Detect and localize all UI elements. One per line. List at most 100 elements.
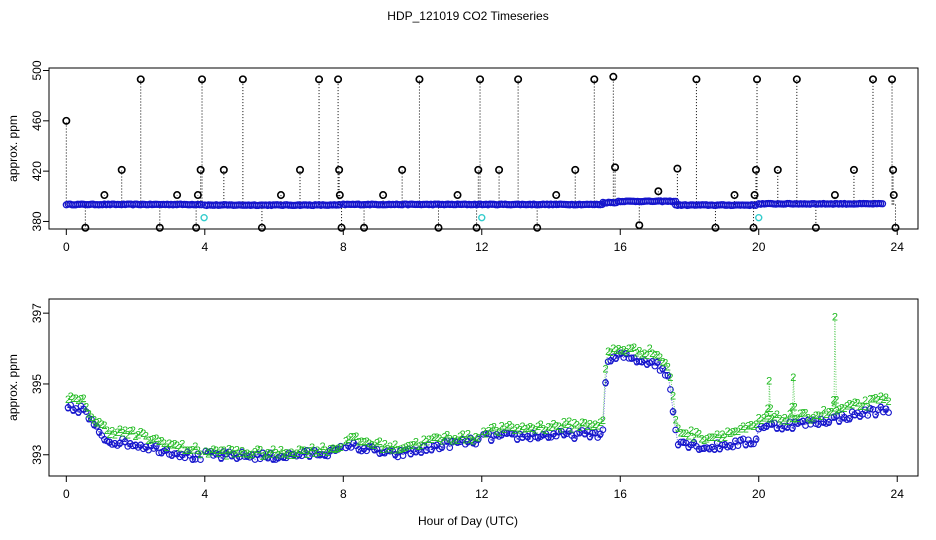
bottom-series-2-marker: 2: [314, 445, 320, 457]
bottom-series-2-marker: 2: [880, 394, 886, 406]
bottom-series-2-marker: 2: [405, 440, 411, 452]
bottom-series-2-marker: 2: [631, 342, 637, 354]
top-outlier-point: [155, 223, 164, 232]
bottom-series-3-point: [867, 405, 874, 413]
bottom-series-2-marker: 2: [730, 426, 736, 438]
bottom-series-2-marker: 2: [75, 395, 81, 407]
bottom-series-2-marker: 2: [647, 343, 653, 355]
bottom-series-2-marker: 2: [834, 405, 840, 417]
bottom-series-3-marker: 3: [789, 423, 795, 435]
bottom-series-2-marker: 2: [73, 393, 79, 405]
bottom-series-2-marker: 2: [652, 350, 658, 362]
bottom-series-2-marker: 2: [665, 362, 671, 374]
bottom-series-2-marker: 2: [792, 413, 798, 425]
bottom-series-2-marker: 2: [875, 394, 881, 406]
top-outlier-point: [552, 191, 561, 200]
bottom-series-3-marker: 3: [602, 378, 608, 390]
bottom-series-3-marker: 3: [815, 419, 821, 431]
bottom-series-3-marker: 3: [577, 427, 583, 439]
bottom-series-2-marker: 2: [454, 435, 460, 447]
bottom-series-3-marker: 3: [691, 437, 697, 449]
bottom-series-2-marker: 2: [815, 410, 821, 422]
bottom-series-2-marker: 2: [870, 393, 876, 405]
top-outlier-point: [692, 75, 701, 84]
bottom-series-2-marker: 2: [577, 422, 583, 434]
bottom-series-3-point: [659, 365, 667, 372]
bottom-series-2-marker: 2: [265, 447, 271, 459]
bottom-series-2-marker: 2: [242, 448, 248, 460]
bottom-series-2-marker: 2: [151, 433, 157, 445]
bottom-series-2-marker: 2: [657, 352, 663, 364]
bottom-series-2-marker: 2: [231, 448, 237, 460]
bottom-series-2-marker: 2: [260, 451, 266, 463]
bottom-series-2-marker: 2: [683, 428, 689, 440]
bottom-series-2-marker: 2: [483, 428, 489, 440]
bottom-series-3-marker: 3: [444, 436, 450, 448]
bottom-series-2-marker: 2: [192, 441, 198, 453]
bottom-series-2-marker: 2: [384, 444, 390, 456]
bottom-series-3-marker: 3: [260, 448, 266, 460]
bottom-y-tick-label: 395: [30, 374, 44, 394]
bottom-series-3-point: [152, 442, 160, 450]
bottom-series-2-marker: 2: [496, 427, 502, 439]
top-outlier-point: [730, 191, 739, 200]
top-outlier-point: [609, 72, 618, 81]
bottom-series-2-marker: 2: [566, 416, 572, 428]
bottom-series-2-marker: 2: [582, 418, 588, 430]
bottom-series-3-marker: 3: [732, 436, 738, 448]
bottom-series-3-point: [438, 443, 446, 451]
bottom-series-2-marker: 2: [813, 410, 819, 422]
top-outlier-point: [889, 191, 898, 200]
bottom-series-2-marker: 2: [70, 393, 76, 405]
bottom-series-2-marker: 2: [197, 449, 203, 461]
bottom-series-2-marker: 2: [101, 420, 107, 432]
bottom-series-2-marker: 2: [112, 429, 118, 441]
bottom-series-3-point: [262, 453, 269, 461]
top-outlier-point: [117, 165, 126, 174]
bottom-series-2-marker: 2: [317, 447, 323, 459]
bottom-series-2-marker: 2: [579, 417, 585, 429]
bottom-series-2-marker: 2: [403, 442, 409, 454]
bottom-series-3-marker: 3: [800, 416, 806, 428]
bottom-series-2-marker: 2: [693, 426, 699, 438]
bottom-series-2-marker: 2: [743, 423, 749, 435]
bottom-series-2-marker: 2: [735, 426, 741, 438]
bottom-series-2-marker: 2: [830, 395, 836, 407]
top-outlier-point: [219, 165, 228, 174]
bottom-series-3-point: [815, 420, 822, 428]
bottom-series-2-marker: 2: [426, 434, 432, 446]
top-x-tick-label: 24: [891, 240, 905, 254]
top-outlier-point: [379, 191, 388, 200]
bottom-series-2-marker: 2: [517, 424, 523, 436]
top-outlier-point: [434, 223, 443, 232]
bottom-series-2-marker: 2: [83, 401, 89, 413]
bottom-series-2-marker: 2: [818, 411, 824, 423]
bottom-series-2-marker: 2: [135, 430, 141, 442]
bottom-series-2-marker: 2: [293, 448, 299, 460]
bottom-series-2-marker: 2: [130, 425, 136, 437]
bottom-series-3-point: [539, 431, 547, 438]
bottom-series-2-marker: 2: [205, 448, 211, 460]
bottom-series-2-marker: 2: [120, 427, 126, 439]
bottom-series-2-marker: 2: [779, 415, 785, 427]
bottom-series-3-marker: 3: [805, 415, 811, 427]
bottom-series-2-marker: 2: [158, 435, 164, 447]
bottom-series-3-point: [482, 430, 490, 438]
bottom-series-2-marker: 2: [506, 420, 512, 432]
top-outlier-point: [635, 221, 644, 230]
bottom-series-3-point: [560, 430, 568, 438]
bottom-series-2-marker: 2: [628, 343, 634, 355]
bottom-series-3-marker: 3: [712, 444, 718, 456]
top-outlier-point: [749, 223, 758, 232]
bottom-series-2-marker: 2: [247, 450, 253, 462]
bottom-series-2-marker: 2: [574, 419, 580, 431]
bottom-series-2-marker: 2: [519, 421, 525, 433]
bottom-series-2-marker: 2: [766, 375, 772, 387]
bottom-series-3-marker: 3: [70, 405, 76, 417]
bottom-series-2-marker: 2: [538, 419, 544, 431]
bottom-series-3-marker: 3: [306, 451, 312, 463]
bottom-series-2-marker: 2: [826, 407, 832, 419]
bottom-series-3-marker: 3: [519, 432, 525, 444]
top-outlier-point: [335, 191, 344, 200]
bottom-series-3-point: [584, 427, 591, 434]
